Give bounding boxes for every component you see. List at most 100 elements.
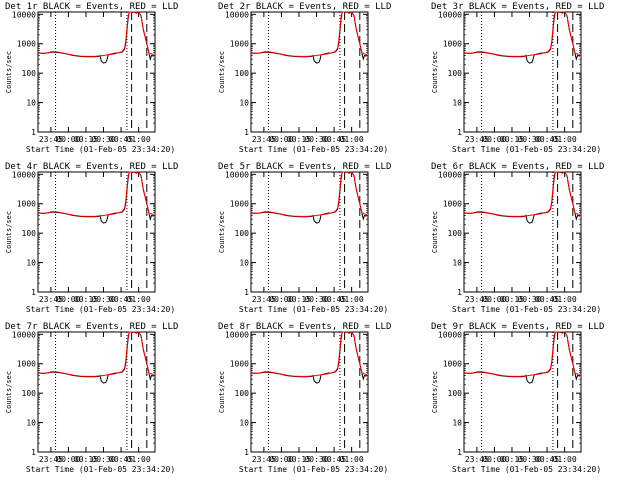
series-line-events [37, 11, 154, 64]
y-axis-label: Counts/sec [218, 211, 226, 253]
y-tick-label: 1 [457, 288, 462, 297]
plot-frame [463, 331, 582, 453]
series-line-events [463, 331, 580, 384]
y-tick-label: 10 [452, 419, 462, 428]
x-tick-label: 00:00 [269, 135, 293, 144]
plot-frame [250, 11, 369, 133]
x-tick-label: 00:30 [91, 455, 115, 464]
y-axis-label: Counts/sec [431, 371, 439, 413]
y-tick-label: 10 [239, 259, 249, 268]
y-tick-label: 10000 [12, 330, 36, 339]
y-tick-label: 100 [235, 69, 250, 78]
y-tick-label: 1 [244, 128, 249, 137]
x-tick-label: 00:15 [74, 455, 98, 464]
x-tick-label: 23:45 [465, 455, 489, 464]
x-tick-label: 00:15 [287, 135, 311, 144]
x-tick-label: 00:45 [535, 455, 559, 464]
x-tick-label: 23:45 [39, 455, 63, 464]
series-line-lld [250, 171, 367, 217]
x-tick-label: 00:45 [109, 455, 133, 464]
y-tick-label: 10000 [225, 10, 249, 19]
y-tick-label: 10000 [225, 170, 249, 179]
x-tick-label: 00:30 [91, 135, 115, 144]
y-tick-label: 100 [448, 69, 463, 78]
series-line-lld [250, 11, 367, 57]
panel-3: Det 3r BLACK = Events, RED = LLD 1 10 100 10… [431, 2, 604, 154]
y-tick-label: 1000 [17, 40, 36, 49]
series-line-events [463, 11, 580, 64]
x-tick-label: 00:15 [500, 295, 524, 304]
x-tick-label: 01:00 [340, 295, 364, 304]
series-line-lld [37, 171, 154, 217]
y-tick-label: 10000 [438, 10, 462, 19]
x-tick-label: 01:00 [553, 455, 577, 464]
y-tick-label: 1 [31, 448, 36, 457]
y-tick-label: 10 [26, 419, 36, 428]
x-tick-label: 00:15 [74, 135, 98, 144]
x-tick-label: 00:00 [482, 455, 506, 464]
series-line-lld [463, 171, 580, 217]
series-line-lld [250, 331, 367, 377]
plot-frame [250, 171, 369, 293]
y-tick-label: 10000 [438, 170, 462, 179]
panel-title: Det 5r BLACK = Events, RED = LLD [218, 162, 391, 172]
y-tick-label: 1000 [17, 200, 36, 209]
y-axis-label: Counts/sec [5, 211, 13, 253]
y-tick-label: 10000 [438, 330, 462, 339]
x-tick-label: 00:45 [109, 135, 133, 144]
x-tick-label: 23:45 [39, 135, 63, 144]
y-tick-label: 100 [235, 229, 250, 238]
x-tick-label: 00:45 [322, 295, 346, 304]
x-axis-label: Start Time (01-Feb-05 23:34:20) [239, 465, 388, 474]
panel-1: Det 1r BLACK = Events, RED = LLD 1 10 100 10… [5, 2, 178, 154]
x-tick-label: 00:00 [482, 295, 506, 304]
x-axis-label: Start Time (01-Feb-05 23:34:20) [26, 145, 175, 154]
y-tick-label: 10 [452, 259, 462, 268]
series-line-events [250, 171, 367, 224]
panel-2: Det 2r BLACK = Events, RED = LLD 1 10 100 10… [218, 2, 391, 154]
y-tick-label: 100 [235, 389, 250, 398]
x-axis-label: Start Time (01-Feb-05 23:34:20) [452, 305, 601, 314]
x-tick-label: 00:30 [517, 455, 541, 464]
y-tick-label: 1 [31, 288, 36, 297]
x-axis-label: Start Time (01-Feb-05 23:34:20) [239, 305, 388, 314]
x-tick-label: 01:00 [553, 135, 577, 144]
x-tick-label: 00:15 [74, 295, 98, 304]
y-axis-label: Counts/sec [5, 371, 13, 413]
y-tick-label: 10000 [12, 10, 36, 19]
y-tick-label: 100 [22, 389, 37, 398]
x-axis-label: Start Time (01-Feb-05 23:34:20) [452, 465, 601, 474]
panel-title: Det 3r BLACK = Events, RED = LLD [431, 2, 604, 12]
panel-title: Det 2r BLACK = Events, RED = LLD [218, 2, 391, 12]
y-tick-label: 100 [22, 69, 37, 78]
x-tick-label: 00:00 [269, 455, 293, 464]
x-tick-label: 01:00 [127, 455, 151, 464]
x-tick-label: 00:45 [535, 135, 559, 144]
series-line-lld [463, 331, 580, 377]
x-tick-label: 23:45 [252, 455, 276, 464]
series-line-events [463, 171, 580, 224]
y-axis-label: Counts/sec [431, 51, 439, 93]
x-tick-label: 00:30 [304, 455, 328, 464]
plot-frame [463, 11, 582, 133]
x-tick-label: 00:00 [56, 295, 80, 304]
x-tick-label: 01:00 [127, 295, 151, 304]
panel-5: Det 5r BLACK = Events, RED = LLD 1 10 100 10… [218, 162, 391, 314]
y-axis-label: Counts/sec [431, 211, 439, 253]
y-tick-label: 1000 [230, 200, 249, 209]
panel-title: Det 1r BLACK = Events, RED = LLD [5, 2, 178, 12]
panel-6: Det 6r BLACK = Events, RED = LLD 1 10 100 10… [431, 162, 604, 314]
y-tick-label: 10 [26, 259, 36, 268]
x-tick-label: 01:00 [553, 295, 577, 304]
y-tick-label: 10 [26, 99, 36, 108]
y-axis-label: Counts/sec [218, 51, 226, 93]
x-tick-label: 00:15 [500, 135, 524, 144]
x-tick-label: 00:30 [91, 295, 115, 304]
x-tick-label: 00:30 [304, 135, 328, 144]
x-tick-label: 00:30 [517, 135, 541, 144]
series-line-events [250, 11, 367, 64]
y-tick-label: 1 [244, 288, 249, 297]
series-line-lld [37, 331, 154, 377]
panel-8: Det 8r BLACK = Events, RED = LLD 1 10 100 10… [218, 322, 391, 474]
